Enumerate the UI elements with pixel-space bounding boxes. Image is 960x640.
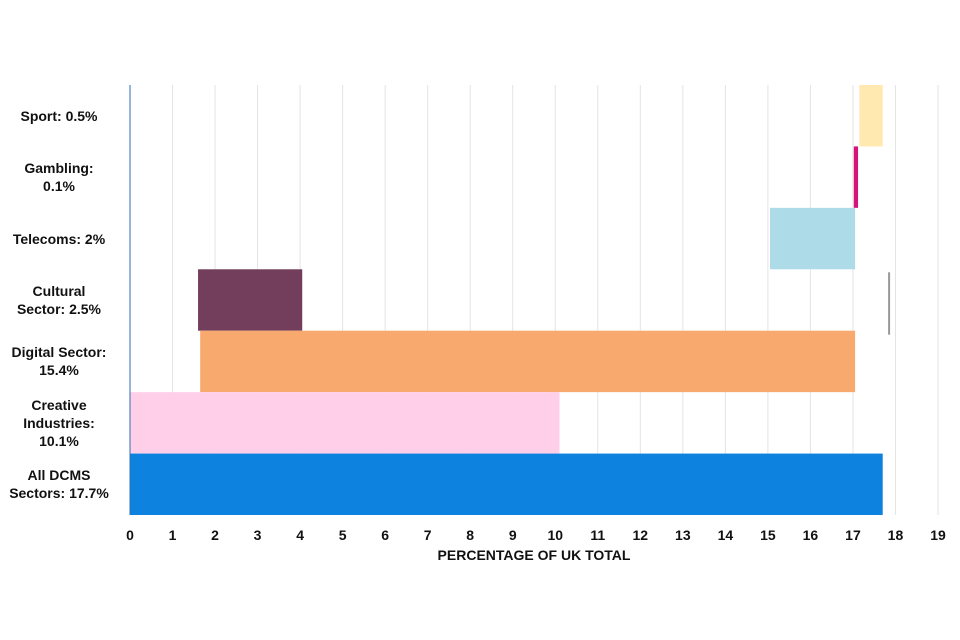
bar bbox=[130, 453, 883, 515]
category-label: Gambling: 0.1% bbox=[24, 160, 94, 195]
x-tick-label: 18 bbox=[888, 527, 904, 543]
bar bbox=[770, 207, 856, 270]
x-tick-label: 5 bbox=[339, 527, 347, 543]
x-tick-label: 1 bbox=[169, 527, 177, 543]
gridlines bbox=[172, 85, 939, 515]
x-tick-label: 6 bbox=[381, 527, 389, 543]
category-label: Telecoms: 2% bbox=[12, 230, 106, 247]
x-tick-label: 2 bbox=[211, 527, 219, 543]
x-tick-labels: 0 1 2 3 4 5 6 7 8 9 10 11 12 13 14 15 16 17 18 19 bbox=[126, 527, 946, 543]
category-label: Cultural Sector: 2.5% bbox=[16, 283, 102, 317]
x-axis-title: PERCENTAGE OF UK TOTAL bbox=[437, 547, 631, 563]
x-tick-label: 14 bbox=[718, 527, 734, 543]
x-tick-label: 19 bbox=[930, 527, 946, 543]
bar bbox=[859, 85, 883, 147]
category-label: Creative Industries: 10.1% bbox=[23, 396, 95, 449]
x-tick-label: 11 bbox=[590, 527, 605, 543]
bars bbox=[130, 85, 883, 515]
bar bbox=[853, 146, 859, 208]
x-tick-label: 8 bbox=[466, 527, 474, 543]
category-label: All DCMS Sectors: 17.7% bbox=[9, 467, 109, 502]
x-tick-label: 12 bbox=[633, 527, 649, 543]
x-tick-label: 3 bbox=[254, 527, 262, 543]
bar bbox=[130, 392, 560, 454]
x-tick-label: 0 bbox=[126, 527, 134, 543]
x-tick-label: 15 bbox=[760, 527, 776, 543]
x-tick-label: 17 bbox=[845, 527, 861, 543]
bar bbox=[198, 269, 303, 331]
x-tick-label: 13 bbox=[675, 527, 691, 543]
x-tick-label: 16 bbox=[803, 527, 819, 543]
category-label: Sport: 0.5% bbox=[20, 107, 98, 124]
x-tick-label: 4 bbox=[296, 527, 304, 543]
x-tick-label: 7 bbox=[424, 527, 432, 543]
bar bbox=[200, 330, 856, 393]
x-tick-label: 9 bbox=[509, 527, 517, 543]
category-label: Digital Sector: 15.4% bbox=[11, 344, 107, 379]
x-tick-label: 10 bbox=[547, 527, 563, 543]
